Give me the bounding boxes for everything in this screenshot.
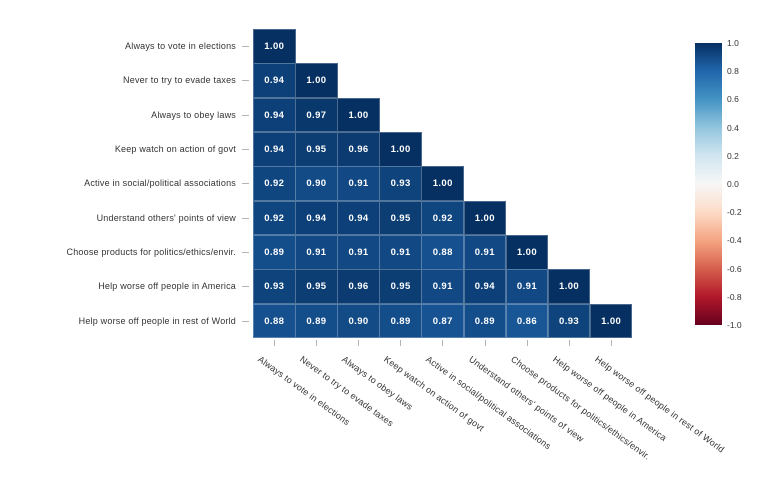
- x-tick-label: Always to obey laws: [340, 354, 415, 412]
- heatmap-cell: 0.90: [295, 166, 338, 202]
- y-tick-mark: [242, 252, 249, 254]
- heatmap-cell: 0.92: [253, 166, 296, 202]
- heatmap-cell: 0.91: [463, 234, 507, 270]
- heatmap-cell: 1.00: [295, 63, 338, 99]
- heatmap-cell: 1.00: [589, 303, 633, 339]
- colorbar-tick-label: 0.8: [727, 66, 739, 77]
- heatmap-cell: 0.95: [295, 269, 338, 305]
- heatmap-cell: 0.94: [463, 269, 507, 305]
- heatmap-cell: 0.91: [505, 269, 549, 305]
- y-tick-mark: [242, 46, 249, 48]
- heatmap-cell: 0.89: [379, 303, 422, 339]
- y-tick-mark: [242, 114, 249, 116]
- heatmap-cell: 0.94: [295, 200, 338, 236]
- y-tick-label: Help worse off people in rest of World: [78, 315, 236, 326]
- heatmap-cell: 0.91: [379, 234, 422, 270]
- colorbar-tick-label: 1.0: [727, 38, 739, 48]
- heatmap-cell: 0.87: [421, 303, 465, 339]
- x-tick-mark: [568, 340, 570, 346]
- x-tick-mark: [610, 340, 612, 346]
- heatmap-cell: 0.91: [337, 234, 380, 270]
- heatmap-cell: 0.93: [379, 166, 422, 202]
- y-tick-label: Always to obey laws: [151, 109, 236, 120]
- heatmap-cell: 0.91: [295, 234, 338, 270]
- heatmap-cell: 1.00: [505, 234, 549, 270]
- heatmap-cell: 0.97: [295, 97, 338, 133]
- colorbar-tick-label: 0.4: [727, 122, 739, 133]
- colorbar-tick-label: -0.6: [727, 263, 742, 274]
- x-tick-mark: [526, 340, 528, 346]
- y-tick-mark: [242, 320, 249, 322]
- y-tick-mark: [242, 217, 249, 219]
- y-tick-mark: [242, 80, 249, 82]
- heatmap-cell: 1.00: [463, 200, 507, 236]
- heatmap-cell: 0.94: [337, 200, 380, 236]
- heatmap-cell: 0.93: [547, 303, 591, 339]
- y-tick-mark: [242, 286, 249, 288]
- heatmap-cell: 0.95: [379, 200, 422, 236]
- heatmap-cell: 0.91: [421, 269, 465, 305]
- heatmap-cell: 0.88: [253, 303, 296, 339]
- heatmap-cell: 0.89: [463, 303, 507, 339]
- x-tick-mark: [442, 340, 444, 346]
- heatmap-cell: 0.94: [253, 97, 296, 133]
- heatmap-cell: 0.93: [253, 269, 296, 305]
- y-tick-label: Understand others' points of view: [96, 212, 236, 223]
- heatmap-cell: 1.00: [421, 166, 465, 202]
- x-tick-mark: [400, 340, 402, 346]
- heatmap-cell: 0.96: [337, 131, 380, 167]
- colorbar-tick-label: -0.4: [727, 235, 742, 246]
- heatmap-cell: 0.92: [421, 200, 465, 236]
- heatmap-cell: 0.91: [337, 166, 380, 202]
- y-tick-label: Active in social/political associations: [84, 178, 236, 189]
- colorbar-tick-label: 0.6: [727, 94, 739, 105]
- x-tick-mark: [484, 340, 486, 346]
- y-tick-label: Help worse off people in America: [98, 281, 236, 292]
- y-tick-label: Always to vote in elections: [125, 41, 236, 52]
- x-tick-mark: [274, 340, 276, 346]
- heatmap-cell: 0.96: [337, 269, 380, 305]
- heatmap-cell: 1.00: [337, 97, 380, 133]
- heatmap-cell: 0.89: [253, 234, 296, 270]
- heatmap-cell: 0.94: [253, 131, 296, 167]
- heatmap-cell: 0.95: [379, 269, 422, 305]
- heatmap-cell: 0.90: [337, 303, 380, 339]
- y-tick-mark: [242, 149, 249, 151]
- colorbar-tick-label: 0.0: [727, 179, 739, 189]
- heatmap-cell: 0.88: [421, 234, 465, 270]
- colorbar-tick-label: -1.0: [727, 320, 742, 330]
- heatmap-cell: 1.00: [379, 131, 422, 167]
- x-tick-mark: [316, 340, 318, 346]
- heatmap-cell: 0.92: [253, 200, 296, 236]
- x-tick-mark: [358, 340, 360, 346]
- y-tick-mark: [242, 183, 249, 185]
- colorbar-tick-label: -0.8: [727, 291, 742, 302]
- y-tick-label: Keep watch on action of govt: [114, 144, 236, 155]
- heatmap-cell: 0.94: [253, 63, 296, 99]
- heatmap-cell: 1.00: [253, 29, 296, 64]
- y-tick-label: Choose products for politics/ethics/envi…: [66, 247, 236, 258]
- colorbar-tick-label: 0.2: [727, 150, 739, 161]
- heatmap-cell: 1.00: [547, 269, 591, 305]
- heatmap-cell: 0.95: [295, 131, 338, 167]
- heatmap-cell: 0.86: [505, 303, 549, 339]
- y-tick-label: Never to try to evade taxes: [123, 75, 236, 86]
- colorbar-tick-label: -0.2: [727, 207, 742, 218]
- heatmap-cell: 0.89: [295, 303, 338, 339]
- colorbar: [695, 43, 722, 325]
